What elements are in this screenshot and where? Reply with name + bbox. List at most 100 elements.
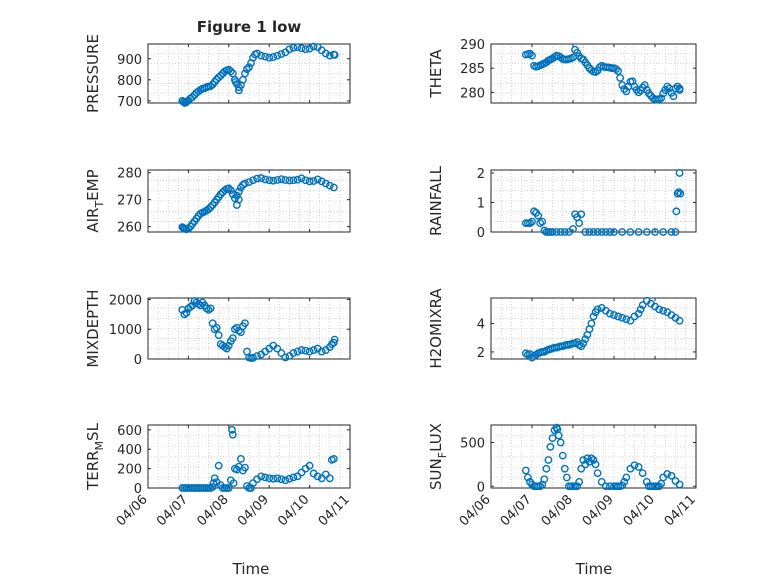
data-point: [313, 175, 322, 184]
data-point: [587, 454, 596, 463]
data-point: [546, 442, 555, 451]
data-point: [273, 176, 282, 184]
data-point: [606, 309, 614, 318]
data-point: [663, 470, 672, 478]
panel-mixdepth: 0 1000 2000 MIXDEPTH: [84, 289, 351, 368]
data-point: [634, 309, 643, 318]
data-point: [243, 65, 251, 74]
panel-pressure: 700 800 900 PRESSURE Figure 1 low: [84, 18, 351, 113]
data-point: [317, 474, 326, 483]
y-tick-label: 260: [117, 221, 142, 236]
data-point: [587, 319, 596, 328]
data-point: [676, 189, 685, 198]
data-point: [671, 84, 680, 93]
data-point: [261, 473, 270, 482]
data-point: [257, 174, 266, 182]
data-point: [573, 482, 581, 491]
data-point: [552, 228, 561, 236]
data-point: [528, 51, 536, 60]
y-axis-label: THETA: [427, 49, 445, 99]
data-point: [234, 187, 243, 196]
y-axis-label: PRESSURE: [84, 34, 102, 113]
data-point: [321, 49, 330, 58]
data-point: [558, 451, 567, 460]
x-tick-label: 04/07: [498, 492, 535, 529]
data-point: [618, 313, 627, 322]
data-point: [285, 45, 294, 54]
data-point: [247, 484, 255, 492]
data-point: [601, 482, 610, 491]
y-tick-label: 1000: [109, 323, 142, 338]
data-point: [204, 205, 213, 213]
y-tick-label: 400: [117, 443, 142, 458]
data-point: [243, 482, 251, 490]
data-point: [305, 347, 314, 356]
data-point: [536, 482, 545, 491]
data-point: [675, 169, 684, 177]
data-point: [249, 176, 257, 185]
data-point: [325, 181, 334, 190]
data-point: [614, 67, 622, 75]
data-point: [229, 479, 238, 488]
data-point: [289, 349, 298, 357]
x-tick-label: 04/11: [662, 492, 699, 529]
y-tick-label: 285: [460, 62, 485, 77]
y-tick-label: 1: [477, 196, 485, 211]
data-point: [297, 174, 306, 183]
y-axis-label: SUNFLUX: [427, 423, 449, 490]
data-point: [675, 86, 684, 94]
data-point: [548, 228, 557, 236]
data-point: [301, 45, 310, 54]
data-point: [273, 344, 282, 353]
axes-box: [490, 43, 697, 104]
data-point: [224, 184, 233, 193]
data-point: [657, 94, 666, 103]
y-tick-label: 2000: [109, 293, 142, 308]
data-point: [575, 477, 584, 486]
data-point: [209, 479, 218, 488]
x-tick-label: 04/11: [316, 492, 353, 529]
data-point: [285, 474, 294, 483]
data-point: [540, 475, 549, 484]
panel-air: 260 270 280 AIRTEMP: [84, 167, 351, 236]
data-point: [636, 305, 645, 314]
data-point: [234, 195, 243, 204]
y-axis-label: RAINFALL: [427, 165, 445, 236]
data-point: [313, 472, 322, 481]
data-point: [569, 225, 577, 233]
data-point: [228, 425, 236, 434]
data-point: [301, 176, 310, 185]
data-point: [277, 349, 286, 357]
data-point: [562, 473, 571, 482]
data-point: [538, 217, 547, 226]
data-point: [224, 484, 233, 492]
data-point: [214, 331, 223, 340]
data-point: [289, 473, 298, 482]
data-point: [309, 346, 318, 354]
y-tick-label: 0: [477, 226, 485, 241]
data-point: [301, 346, 310, 355]
data-point: [581, 335, 590, 344]
x-tick-label: 04/10: [621, 492, 658, 529]
data-point: [579, 339, 588, 348]
data-point: [206, 82, 215, 91]
data-point: [212, 323, 221, 332]
data-point: [330, 335, 339, 344]
data-point: [289, 43, 298, 52]
y-tick-label: 4: [477, 318, 485, 333]
x-tick-label: 04/06: [114, 492, 151, 529]
data-point: [622, 315, 631, 324]
axes-box: [147, 169, 351, 233]
x-tick-label: 04/06: [457, 492, 494, 529]
data-point: [638, 301, 647, 309]
data-point: [241, 69, 249, 78]
data-point: [234, 86, 243, 95]
data-point: [560, 464, 569, 473]
y-axis-label: TERRMSL: [84, 422, 106, 491]
data-point: [663, 82, 672, 91]
data-point: [245, 63, 253, 72]
data-point: [672, 207, 681, 216]
data-point: [548, 434, 557, 443]
data-point: [305, 177, 314, 186]
